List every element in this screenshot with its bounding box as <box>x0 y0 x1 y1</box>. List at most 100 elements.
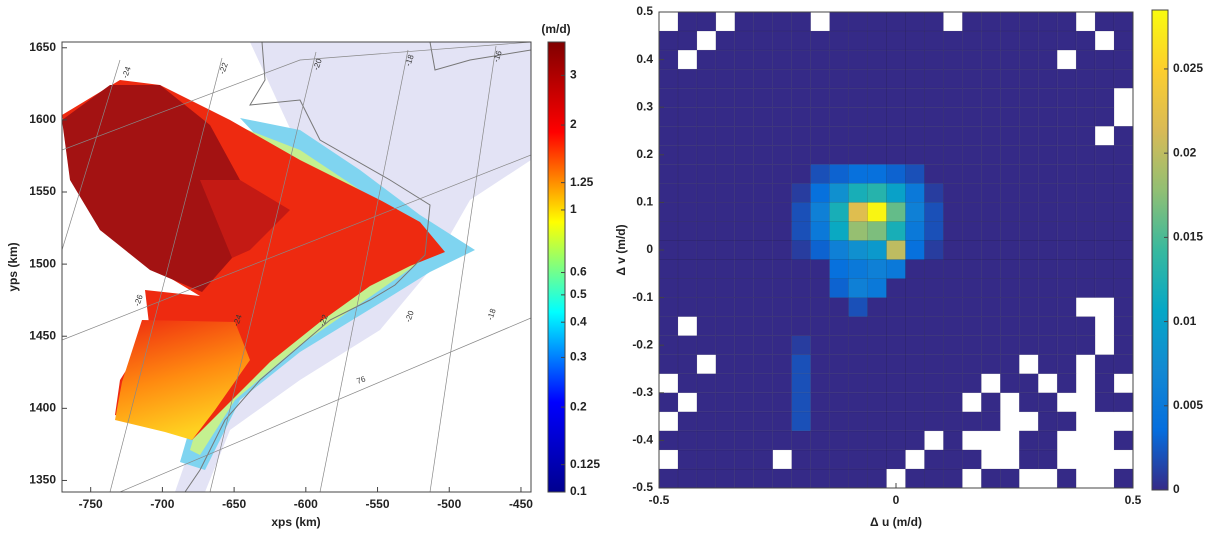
heatmap-cell <box>886 278 906 298</box>
heatmap-cell <box>848 11 868 32</box>
heatmap-cell <box>905 373 925 394</box>
heatmap-cell <box>1000 240 1020 260</box>
heatmap-cell <box>791 240 811 260</box>
heatmap-cell <box>905 202 925 222</box>
heatmap-cell <box>753 297 774 317</box>
heatmap-cell <box>1113 468 1134 489</box>
heatmap-cell <box>1056 278 1077 298</box>
heatmap-cell <box>677 278 698 298</box>
heatmap-cell <box>1000 221 1020 241</box>
heatmap-cell <box>1113 164 1134 184</box>
heatmap-cell <box>1056 373 1077 394</box>
heatmap-cell <box>981 49 1001 70</box>
heatmap-cell <box>1056 297 1077 317</box>
heatmap-cell <box>658 125 679 146</box>
heatmap-cell <box>791 449 811 470</box>
heatmap-cell <box>715 278 736 298</box>
heatmap-cell <box>734 11 755 32</box>
heatmap-cell <box>1056 221 1077 241</box>
heatmap-cell <box>829 183 849 203</box>
heatmap-cell <box>943 278 963 298</box>
heatmap-cell <box>829 164 849 184</box>
heatmap-cell <box>810 468 830 489</box>
heatmap-cell <box>1037 411 1058 432</box>
heatmap-cell <box>905 468 925 489</box>
heatmap-cell <box>715 430 736 451</box>
heatmap-cell <box>696 316 717 336</box>
heatmap-cell <box>1113 240 1134 260</box>
heatmap-cell <box>848 335 868 355</box>
heatmap-cell <box>905 392 925 413</box>
heatmap-cell <box>943 411 963 432</box>
heatmap-cell <box>1037 87 1058 108</box>
heatmap-cell <box>848 449 868 470</box>
heatmap-cell <box>753 87 774 108</box>
heatmap-cell <box>848 106 868 127</box>
heatmap-cell <box>1018 259 1039 279</box>
heatmap-cell <box>715 68 736 89</box>
heatmap-cell <box>810 202 830 222</box>
heatmap-cell <box>924 297 944 317</box>
y-tick-label: 0 <box>646 242 653 256</box>
heatmap-cell <box>734 411 755 432</box>
heatmap-cell <box>829 221 849 241</box>
heatmap-cell <box>734 430 755 451</box>
heatmap-cell <box>829 335 849 355</box>
heatmap-cell <box>1094 164 1115 184</box>
heatmap-cell <box>810 87 830 108</box>
heatmap-cell <box>810 221 830 241</box>
heatmap-cell <box>848 373 868 394</box>
heatmap-cell <box>772 335 792 355</box>
heatmap-cell <box>791 68 811 89</box>
heatmap-cell <box>658 354 679 375</box>
heatmap-cell <box>1000 297 1020 317</box>
heatmap-cell <box>962 354 982 375</box>
heatmap-cell <box>753 30 774 51</box>
heatmap-cell <box>886 11 906 32</box>
heatmap-cell <box>943 145 963 165</box>
heatmap-cell <box>943 68 963 89</box>
heatmap-cell <box>905 49 925 70</box>
heatmap-cell <box>1037 125 1058 146</box>
heatmap-cell <box>962 30 982 51</box>
heatmap-cell <box>658 259 679 279</box>
heatmap-cell <box>734 392 755 413</box>
heatmap-cell <box>1018 373 1039 394</box>
heatmap-cell <box>1056 240 1077 260</box>
heatmap-cell <box>962 145 982 165</box>
heatmap-cell <box>677 183 698 203</box>
heatmap-cell <box>734 183 755 203</box>
heatmap-cell <box>867 106 887 127</box>
heatmap-cell <box>791 354 811 375</box>
heatmap-cell <box>677 68 698 89</box>
heatmap-cell <box>1037 30 1058 51</box>
heatmap-cell <box>924 183 944 203</box>
heatmap-cell <box>848 278 868 298</box>
y-tick-label: -0.5 <box>632 480 653 494</box>
heatmap-cell <box>696 259 717 279</box>
graticule-label: -18 <box>403 53 416 67</box>
heatmap-cell <box>886 125 906 146</box>
heatmap-cell <box>1056 68 1077 89</box>
heatmap-cell <box>943 259 963 279</box>
heatmap-cell <box>677 468 698 489</box>
heatmap-cell <box>981 468 1001 489</box>
heatmap-cell <box>924 11 944 32</box>
heatmap-cell <box>715 297 736 317</box>
heatmap-cell <box>1113 430 1134 451</box>
heatmap-cell <box>924 221 944 241</box>
graticule-label: -26 <box>132 293 145 307</box>
colorbar-tick-label: 3 <box>570 68 577 82</box>
heatmap-cell <box>905 259 925 279</box>
y-tick-label: 0.1 <box>636 195 653 209</box>
heatmap-cell <box>658 221 679 241</box>
heatmap-cell <box>829 411 849 432</box>
heatmap-cell <box>734 354 755 375</box>
y-tick-label: -0.1 <box>632 290 653 304</box>
heatmap-cell <box>1000 68 1020 89</box>
heatmap-cell <box>1018 449 1039 470</box>
heatmap-cell <box>924 449 944 470</box>
heatmap-cell <box>886 49 906 70</box>
heatmap-cell <box>1018 68 1039 89</box>
heatmap-cell <box>1075 125 1096 146</box>
